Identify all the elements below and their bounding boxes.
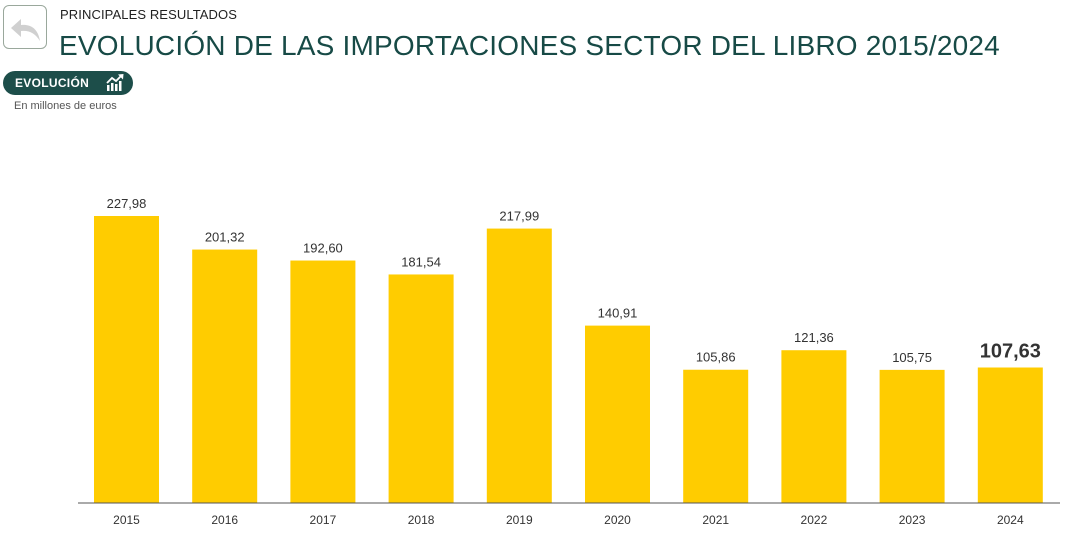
bar-2024 <box>977 367 1043 503</box>
value-label-2022: 121,36 <box>794 330 834 345</box>
value-label-2017: 192,60 <box>303 241 343 256</box>
section-kicker: PRINCIPALES RESULTADOS <box>60 7 238 22</box>
tab-evolucion-label: EVOLUCIÓN <box>15 76 90 90</box>
bar-2022 <box>781 350 847 503</box>
page-title: EVOLUCIÓN DE LAS IMPORTACIONES SECTOR DE… <box>59 30 1000 61</box>
value-label-2021: 105,86 <box>696 350 736 365</box>
back-button[interactable] <box>3 5 47 49</box>
x-tick-label-2019: 2019 <box>506 513 533 527</box>
units-note: En millones de euros <box>14 100 117 112</box>
value-label-2018: 181,54 <box>401 254 441 269</box>
tab-evolucion[interactable]: EVOLUCIÓN <box>3 71 133 95</box>
bar-2021 <box>683 369 749 503</box>
x-tick-label-2022: 2022 <box>801 513 828 527</box>
x-tick-label-2024: 2024 <box>997 513 1024 527</box>
bar-2019 <box>486 228 552 503</box>
bar-2015 <box>94 216 159 503</box>
value-label-2023: 105,75 <box>892 350 932 365</box>
x-tick-label-2017: 2017 <box>310 513 337 527</box>
value-label-2015: 227,98 <box>107 196 147 211</box>
x-tick-label-2020: 2020 <box>604 513 631 527</box>
x-tick-label-2016: 2016 <box>211 513 238 527</box>
bar-2018 <box>388 274 454 503</box>
value-label-2024: 107,63 <box>980 341 1041 363</box>
bar-2017 <box>290 260 356 503</box>
x-tick-label-2018: 2018 <box>408 513 435 527</box>
x-tick-label-2023: 2023 <box>899 513 926 527</box>
value-label-2020: 140,91 <box>598 306 638 321</box>
back-arrow-icon <box>11 19 40 41</box>
bar-2023 <box>879 369 945 503</box>
value-label-2019: 217,99 <box>499 209 539 224</box>
bar-2016 <box>192 249 258 503</box>
trend-chart-icon <box>106 74 124 91</box>
value-label-2016: 201,32 <box>205 230 245 245</box>
x-tick-label-2021: 2021 <box>702 513 729 527</box>
x-tick-label-2015: 2015 <box>113 513 140 527</box>
bar-2020 <box>585 325 650 503</box>
